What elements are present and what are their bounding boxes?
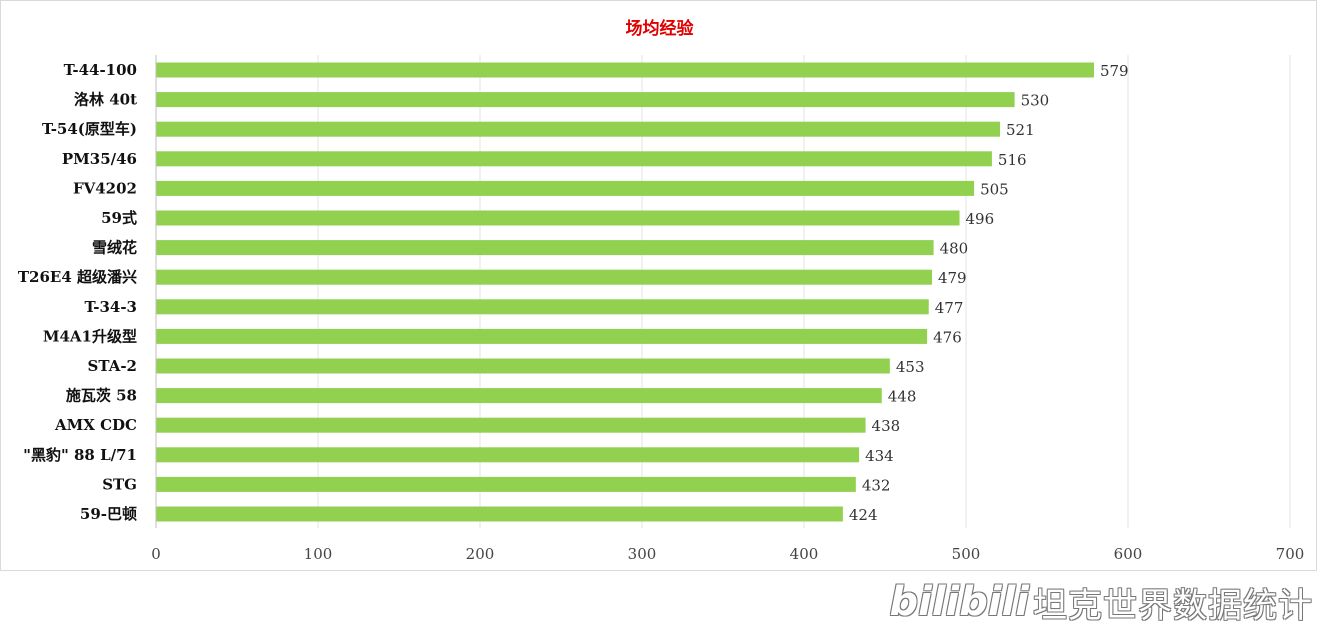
bar [156, 358, 890, 374]
bar [156, 388, 882, 404]
category-label: T-54(原型车) [42, 120, 137, 138]
data-label: 424 [849, 506, 878, 524]
data-label: 496 [966, 210, 995, 228]
data-label: 505 [980, 180, 1009, 198]
data-label: 480 [940, 240, 969, 258]
data-label: 432 [862, 476, 891, 494]
x-tick-label: 400 [790, 545, 819, 563]
bar [156, 180, 975, 196]
x-tick-label: 500 [952, 545, 981, 563]
data-label: 434 [865, 447, 894, 465]
category-label: T26E4 超级潘兴 [18, 268, 137, 286]
bar [156, 506, 843, 522]
data-label: 530 [1021, 92, 1050, 110]
bar [156, 417, 866, 433]
bar [156, 62, 1094, 78]
bar [156, 151, 992, 167]
category-label: 59-巴顿 [80, 505, 137, 523]
category-label: M4A1升级型 [43, 327, 137, 345]
chart-title: 场均经验 [625, 19, 694, 39]
data-label: 479 [938, 269, 967, 287]
data-label: 438 [872, 417, 901, 435]
bilibili-logo: bilibili [889, 579, 1029, 625]
x-tick-label: 0 [151, 545, 161, 563]
category-label: 施瓦茨 58 [66, 387, 137, 405]
x-tick-label: 300 [628, 545, 657, 563]
category-label: AMX CDC [54, 416, 137, 434]
category-label: 雪绒花 [92, 239, 137, 257]
data-label: 521 [1006, 121, 1035, 139]
data-label: 476 [933, 328, 962, 346]
category-label: STG [102, 475, 137, 493]
bar [156, 299, 929, 315]
bar [156, 269, 932, 285]
bar [156, 240, 934, 256]
data-label: 579 [1100, 62, 1129, 80]
bar [156, 92, 1015, 108]
x-tick-label: 600 [1114, 545, 1143, 563]
watermark: bilibili 坦克世界数据统计 [889, 576, 1313, 628]
category-label: 洛林 40t [74, 91, 137, 109]
watermark-text: 坦克世界数据统计 [1033, 585, 1313, 626]
bar [156, 328, 928, 344]
bar [156, 121, 1001, 137]
bar [156, 210, 960, 226]
data-label: 477 [935, 299, 964, 317]
category-label: T-44-100 [64, 61, 137, 79]
bar-chart: 0 100 200 300 400 500 600 700 T-44-100 579 洛林 40t 5… [18, 55, 1305, 563]
category-label: 59式 [101, 209, 137, 227]
category-label: FV4202 [73, 179, 137, 197]
x-tick-label: 200 [466, 545, 495, 563]
category-label: STA-2 [88, 357, 137, 375]
category-label: T-34-3 [85, 298, 137, 316]
category-label: PM35/46 [62, 150, 137, 168]
x-tick-label: 100 [304, 545, 333, 563]
bar [156, 447, 860, 463]
data-label: 516 [998, 151, 1027, 169]
data-label: 448 [888, 388, 917, 406]
data-label: 453 [896, 358, 925, 376]
bar [156, 476, 856, 492]
category-label: "黑豹" 88 L/71 [23, 446, 137, 464]
x-tick-label: 700 [1276, 545, 1305, 563]
